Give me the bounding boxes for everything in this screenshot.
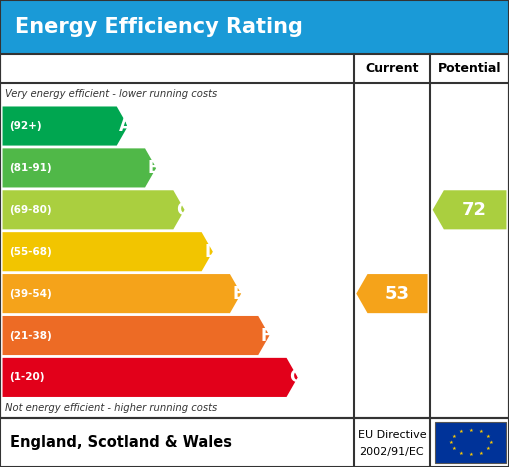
Polygon shape (3, 358, 298, 397)
Bar (435, 422, 506, 463)
Text: (81-91): (81-91) (9, 163, 51, 173)
Text: ★: ★ (478, 429, 483, 434)
Text: ★: ★ (486, 434, 491, 439)
Text: ★: ★ (468, 427, 473, 432)
Bar (0, 0, 509, 54)
Text: ★: ★ (451, 446, 456, 451)
Text: (69-80): (69-80) (9, 205, 51, 215)
Text: F: F (261, 326, 272, 345)
Text: ★: ★ (459, 429, 463, 434)
Polygon shape (3, 316, 269, 355)
Text: (1-20): (1-20) (9, 372, 44, 382)
Text: EU Directive: EU Directive (358, 430, 426, 440)
Text: C: C (176, 201, 188, 219)
Polygon shape (3, 190, 185, 229)
Text: (92+): (92+) (9, 121, 41, 131)
Polygon shape (3, 274, 241, 313)
Text: ★: ★ (459, 451, 463, 456)
Text: 72: 72 (462, 201, 487, 219)
Text: Potential: Potential (438, 62, 501, 75)
Text: B: B (148, 159, 160, 177)
Text: Very energy efficient - lower running costs: Very energy efficient - lower running co… (5, 89, 217, 99)
Text: ★: ★ (478, 451, 483, 456)
Text: (39-54): (39-54) (9, 289, 51, 298)
Polygon shape (3, 232, 213, 271)
Text: G: G (289, 368, 303, 386)
Text: D: D (204, 243, 218, 261)
Text: (21-38): (21-38) (9, 331, 51, 340)
Text: Current: Current (365, 62, 419, 75)
Text: Not energy efficient - higher running costs: Not energy efficient - higher running co… (5, 403, 217, 413)
Text: ★: ★ (468, 453, 473, 458)
Bar (0, 54, 509, 418)
Polygon shape (3, 106, 128, 146)
Text: ★: ★ (486, 446, 491, 451)
Text: ★: ★ (489, 440, 493, 445)
Polygon shape (3, 149, 156, 187)
Text: ★: ★ (448, 440, 453, 445)
Text: 53: 53 (384, 284, 410, 303)
Text: Energy Efficiency Rating: Energy Efficiency Rating (15, 17, 303, 37)
Text: England, Scotland & Wales: England, Scotland & Wales (10, 435, 232, 450)
Text: A: A (119, 117, 132, 135)
Text: ★: ★ (451, 434, 456, 439)
Text: 2002/91/EC: 2002/91/EC (360, 447, 424, 457)
Polygon shape (433, 190, 506, 229)
Polygon shape (356, 274, 428, 313)
Text: E: E (233, 284, 244, 303)
Text: (55-68): (55-68) (9, 247, 51, 257)
